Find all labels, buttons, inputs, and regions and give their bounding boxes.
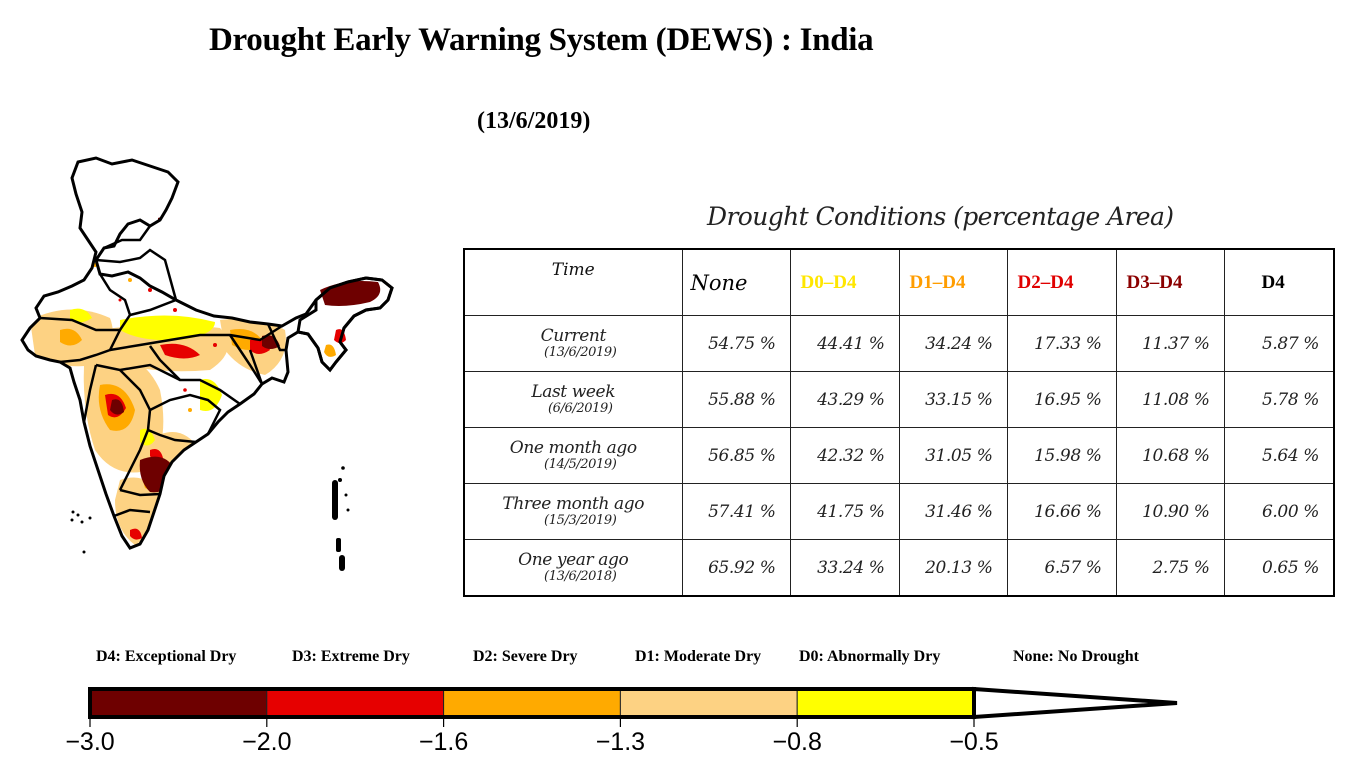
india-drought-map <box>20 156 394 571</box>
table-title: Drought Conditions (percentage Area) <box>707 202 1174 231</box>
value-d0-d4: 43.29 % <box>789 371 900 428</box>
time-cell: One year ago (13/6/2018) <box>463 539 683 597</box>
colorbar-frame <box>88 687 976 719</box>
table-header-row: Time None D0–D4 D1–D4 D2–D4 D3–D4 D4 <box>463 248 1335 316</box>
value-d3-d4: 10.90 % <box>1115 483 1225 540</box>
colorbar-arrow-none <box>972 686 1178 720</box>
colorbar-tick-label: −2.0 <box>242 728 292 756</box>
value-d0-d4: 33.24 % <box>789 539 900 597</box>
value-d4: 0.65 % <box>1223 539 1335 597</box>
value-d1-d4: 33.15 % <box>898 371 1008 428</box>
time-date: (13/6/2018) <box>544 568 617 584</box>
header-d1-d4: D1–D4 <box>898 248 1008 316</box>
colorbar-tick-label: −3.0 <box>65 728 115 756</box>
page-title: Drought Early Warning System (DEWS) : In… <box>209 22 874 58</box>
value-d4: 6.00 % <box>1223 483 1335 540</box>
state-boundaries <box>39 225 286 518</box>
time-label: Current <box>540 326 607 346</box>
time-cell: Current (13/6/2019) <box>463 315 683 372</box>
value-d3-d4: 11.08 % <box>1115 371 1225 428</box>
legend-label-d1: D1: Moderate Dry <box>635 648 762 665</box>
value-d2-d4: 17.33 % <box>1006 315 1117 372</box>
colorbar-segment-d3 <box>266 688 445 718</box>
value-d4: 5.87 % <box>1223 315 1335 372</box>
table-row: Current (13/6/2019) 54.75 % 44.41 % 34.2… <box>463 315 1335 372</box>
time-date: (14/5/2019) <box>544 456 617 472</box>
colorbar-segment-d0 <box>796 688 975 718</box>
value-none: 54.75 % <box>681 315 791 372</box>
colorbar-segment-d1 <box>619 688 798 718</box>
time-date: (6/6/2019) <box>547 400 613 416</box>
table-row: Last week (6/6/2019) 55.88 % 43.29 % 33.… <box>463 371 1335 428</box>
header-time: Time <box>463 248 683 316</box>
header-d3-d4: D3–D4 <box>1115 248 1225 316</box>
legend-label-d3: D3: Extreme Dry <box>292 648 410 665</box>
header-d0-d4: D0–D4 <box>789 248 900 316</box>
drought-conditions-table: Time None D0–D4 D1–D4 D2–D4 D3–D4 D4 Cur… <box>463 248 1335 597</box>
colorbar-tick-label: −1.3 <box>595 728 646 756</box>
table-row: Three month ago (15/3/2019) 57.41 % 41.7… <box>463 483 1335 540</box>
value-d0-d4: 41.75 % <box>789 483 900 540</box>
time-date: (13/6/2019) <box>544 344 617 360</box>
value-d1-d4: 34.24 % <box>898 315 1008 372</box>
value-d2-d4: 16.66 % <box>1006 483 1117 540</box>
time-cell: Last week (6/6/2019) <box>463 371 683 428</box>
value-d0-d4: 42.32 % <box>789 427 900 484</box>
table-row: One month ago (14/5/2019) 56.85 % 42.32 … <box>463 427 1335 484</box>
value-d4: 5.64 % <box>1223 427 1335 484</box>
time-label: Last week <box>531 382 616 402</box>
time-label: One year ago <box>518 550 629 570</box>
value-none: 65.92 % <box>681 539 791 597</box>
header-d4: D4 <box>1223 248 1335 316</box>
date-subtitle: (13/6/2019) <box>477 108 591 134</box>
value-d1-d4: 20.13 % <box>898 539 1008 597</box>
colorbar-tick-label: −0.5 <box>949 728 999 756</box>
colorbar-tick-label: −0.8 <box>772 728 822 756</box>
header-none: None <box>681 248 791 316</box>
colorbar-tick-label: −1.6 <box>418 728 469 756</box>
value-none: 56.85 % <box>681 427 791 484</box>
value-d3-d4: 11.37 % <box>1115 315 1225 372</box>
legend-label-d4: D4: Exceptional Dry <box>96 648 237 665</box>
colorbar <box>88 686 1178 727</box>
value-none: 57.41 % <box>681 483 791 540</box>
value-d1-d4: 31.46 % <box>898 483 1008 540</box>
value-d2-d4: 15.98 % <box>1006 427 1117 484</box>
value-none: 55.88 % <box>681 371 791 428</box>
value-d2-d4: 16.95 % <box>1006 371 1117 428</box>
colorbar-segments <box>89 688 975 718</box>
value-d0-d4: 44.41 % <box>789 315 900 372</box>
colorbar-segment-d2 <box>443 688 621 718</box>
colorbar-ticks <box>89 717 975 727</box>
header-d2-d4: D2–D4 <box>1006 248 1117 316</box>
value-d1-d4: 31.05 % <box>898 427 1008 484</box>
islands <box>70 466 350 571</box>
time-label: One month ago <box>509 438 637 458</box>
time-cell: Three month ago (15/3/2019) <box>463 483 683 540</box>
table-row: One year ago (13/6/2018) 65.92 % 33.24 %… <box>463 539 1335 597</box>
value-d3-d4: 10.68 % <box>1115 427 1225 484</box>
value-d2-d4: 6.57 % <box>1006 539 1117 597</box>
legend-label-none: None: No Drought <box>1013 648 1139 665</box>
time-date: (15/3/2019) <box>544 512 617 528</box>
value-d4: 5.78 % <box>1223 371 1335 428</box>
value-d3-d4: 2.75 % <box>1115 539 1225 597</box>
time-cell: One month ago (14/5/2019) <box>463 427 683 484</box>
colorbar-segment-d4 <box>89 688 268 718</box>
legend-label-d2: D2: Severe Dry <box>473 648 578 665</box>
legend-label-d0: D0: Abnormally Dry <box>799 648 941 665</box>
time-label: Three month ago <box>502 494 645 514</box>
